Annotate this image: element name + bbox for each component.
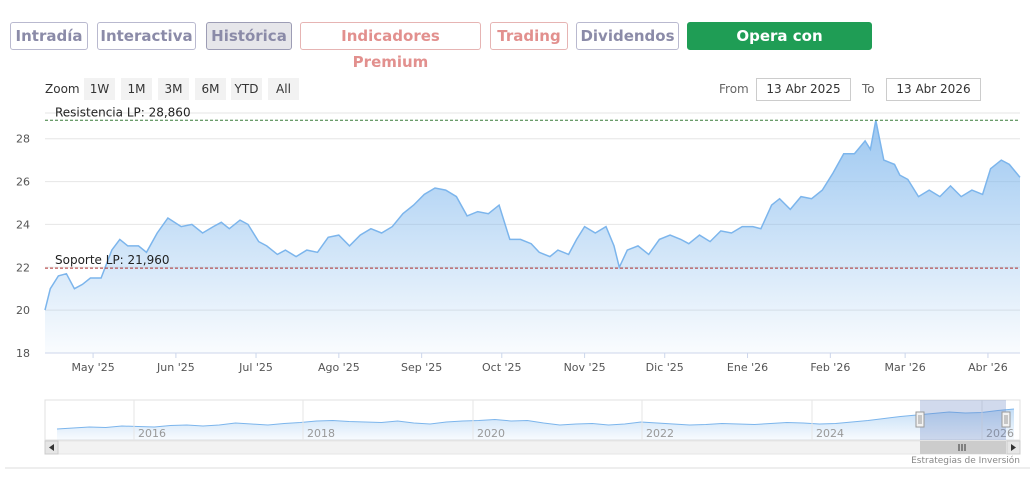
navigator-handle-left (915, 411, 925, 428)
price-area (45, 120, 1020, 353)
navigator-selection (920, 400, 1006, 440)
x-tick-label: Nov '25 (564, 361, 606, 374)
x-tick-label: Feb '26 (810, 361, 850, 374)
navigator-frame (44, 399, 1021, 441)
scroll-right-button (1006, 440, 1021, 455)
reference-lines: Resistencia LP: 28,860 Soporte LP: 21,960 (45, 105, 1020, 269)
navigator-line (56, 408, 1015, 430)
scrollbar-track (44, 440, 1021, 455)
x-tick-label: May '25 (71, 361, 114, 374)
series-area (44, 120, 1021, 353)
navigator: 2016 2018 2020 2022 2024 2026 (5, 399, 1030, 469)
x-tick-label: Sep '25 (401, 361, 442, 374)
zoom-label: Zoom (45, 82, 80, 96)
navigator-year-label: 2026 (986, 427, 1014, 440)
tab-opera-con-freedom24[interactable]: Opera con Freedom24 (687, 22, 872, 71)
credit-text: Estrategias de Inversión (911, 456, 1020, 466)
from-date-input[interactable]: 13 Abr 2025 (756, 78, 851, 101)
zoom-button-3m[interactable]: 3M (158, 78, 189, 100)
x-tick-label: Ago '25 (318, 361, 360, 374)
zoom-button-6m[interactable]: 6M (195, 78, 226, 100)
x-tick-label: Jul '25 (238, 361, 273, 374)
price-line (44, 120, 1021, 311)
resistance-label: Resistencia LP: 28,860 (55, 105, 191, 119)
navigator-year-label: 2016 (138, 427, 166, 440)
scroll-left-button (44, 440, 59, 455)
to-date-input[interactable]: 13 Abr 2026 (886, 78, 981, 101)
navigator-year-label: 2024 (816, 427, 844, 440)
tab-trading[interactable]: Trading (490, 22, 568, 50)
x-tick-label: Ene '26 (727, 361, 768, 374)
y-tick-label: 22 (16, 261, 30, 274)
to-label: To (862, 82, 875, 96)
navigator-year-label: 2022 (646, 427, 674, 440)
tab-interactiva[interactable]: Interactiva (97, 22, 196, 50)
x-tick-label: Jun '25 (156, 361, 195, 374)
scrollbar-thumb (920, 441, 1006, 454)
x-axis: May '25 Jun '25 Jul '25 Ago '25 Sep '25 Oct '… (45, 352, 1020, 374)
zoom-button-1m[interactable]: 1M (121, 78, 152, 100)
navigator-year-label: 2020 (477, 427, 505, 440)
x-tick-label: Mar '26 (884, 361, 925, 374)
x-tick-label: Oct '25 (482, 361, 522, 374)
tab-dividendos[interactable]: Dividendos (576, 22, 679, 50)
zoom-button-1w[interactable]: 1W (84, 78, 115, 100)
from-label: From (719, 82, 749, 96)
y-tick-label: 18 (16, 347, 30, 360)
tab-histórica[interactable]: Histórica (206, 22, 292, 50)
x-tick-label: Dic '25 (646, 361, 684, 374)
y-tick-label: 28 (16, 133, 30, 146)
arrow-right-icon (1011, 444, 1016, 451)
navigator-year-label: 2018 (307, 427, 335, 440)
tab-indicadores-premium[interactable]: Indicadores Premium (300, 22, 481, 71)
y-tick-label: 26 (16, 176, 30, 189)
navigator-area (57, 409, 1014, 440)
grid-lines (45, 112, 1020, 354)
y-axis: 18 20 22 24 26 28 (16, 133, 30, 360)
navigator-handle-right (1001, 411, 1011, 428)
x-tick-label: Abr '26 (968, 361, 1008, 374)
support-label: Soporte LP: 21,960 (55, 253, 170, 267)
tab-intradía[interactable]: Intradía (10, 22, 88, 50)
zoom-button-ytd[interactable]: YTD (231, 78, 262, 100)
y-tick-label: 24 (16, 218, 30, 231)
zoom-button-all[interactable]: All (268, 78, 299, 100)
y-tick-label: 20 (16, 304, 30, 317)
arrow-left-icon (49, 444, 54, 451)
